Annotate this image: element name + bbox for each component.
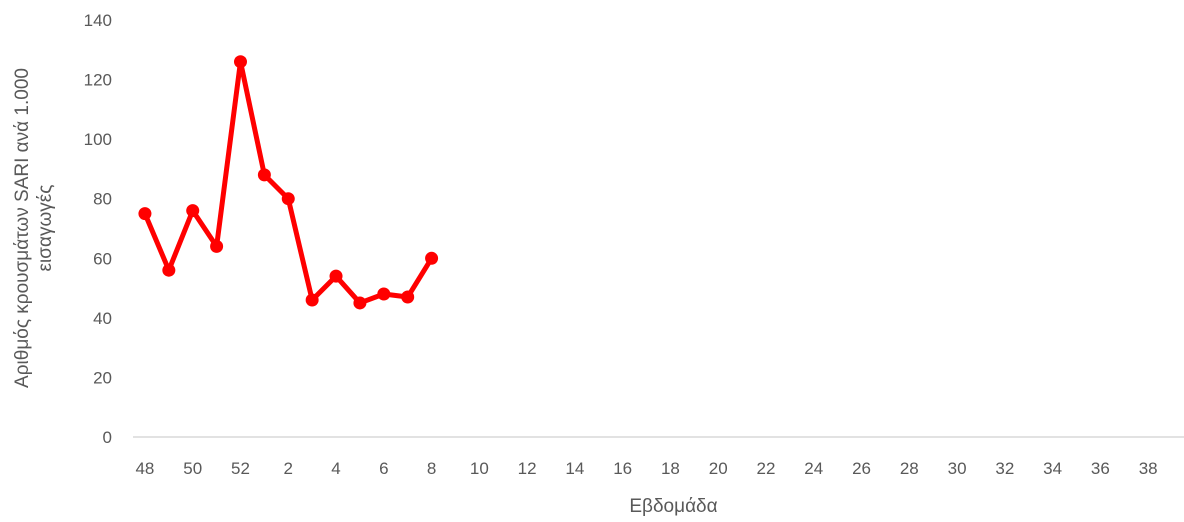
data-point xyxy=(353,296,367,310)
y-tick-label: 100 xyxy=(84,130,112,149)
y-axis-title: Αριθμός κρουσμάτων SARI ανά 1.000 εισαγωγ… xyxy=(12,68,56,388)
x-tick-label: 14 xyxy=(565,459,584,478)
data-point xyxy=(425,251,439,265)
x-tick-label: 34 xyxy=(1043,459,1062,478)
x-tick-label: 10 xyxy=(470,459,489,478)
y-tick-label: 0 xyxy=(103,428,112,447)
x-axis-ticks: 48 50 52 2 4 6 8 10 12 14 16 18 20 22 24 26 28 30 32 34 36 38 xyxy=(135,459,1157,478)
x-tick-label: 24 xyxy=(804,459,823,478)
x-tick-label: 38 xyxy=(1139,459,1158,478)
x-tick-label: 32 xyxy=(995,459,1014,478)
x-tick-label: 4 xyxy=(331,459,340,478)
data-point xyxy=(257,168,271,182)
x-tick-label: 12 xyxy=(518,459,537,478)
y-axis-title-line: Αριθμός κρουσμάτων SARI ανά 1.000 xyxy=(12,68,33,388)
y-tick-label: 80 xyxy=(93,190,112,209)
x-tick-label: 8 xyxy=(427,459,436,478)
data-point xyxy=(138,207,152,221)
y-tick-label: 60 xyxy=(93,249,112,268)
data-point xyxy=(233,55,247,69)
data-point xyxy=(377,287,391,301)
x-tick-label: 36 xyxy=(1091,459,1110,478)
x-tick-label: 22 xyxy=(757,459,776,478)
x-tick-label: 6 xyxy=(379,459,388,478)
x-tick-label: 50 xyxy=(183,459,202,478)
y-tick-label: 20 xyxy=(93,368,112,387)
y-tick-label: 140 xyxy=(84,11,112,30)
y-tick-label: 40 xyxy=(93,309,112,328)
x-tick-label: 16 xyxy=(613,459,632,478)
x-tick-label: 18 xyxy=(661,459,680,478)
y-axis-title-line: εισαγωγές xyxy=(35,185,56,272)
y-tick-label: 120 xyxy=(84,71,112,90)
x-tick-label: 52 xyxy=(231,459,250,478)
x-tick-label: 30 xyxy=(948,459,967,478)
data-point xyxy=(162,263,176,277)
data-point xyxy=(186,204,200,218)
x-tick-label: 48 xyxy=(135,459,154,478)
data-point xyxy=(401,290,415,304)
y-axis-ticks: 0 20 40 60 80 100 120 140 xyxy=(84,11,112,447)
x-tick-label: 20 xyxy=(709,459,728,478)
x-tick-label: 26 xyxy=(852,459,871,478)
x-tick-label: 28 xyxy=(900,459,919,478)
data-point xyxy=(281,192,295,206)
x-axis-title: Εβδομάδα xyxy=(629,496,717,517)
data-point xyxy=(329,269,343,283)
series-group xyxy=(138,55,439,310)
data-point xyxy=(305,293,319,307)
x-tick-label: 2 xyxy=(284,459,293,478)
data-point xyxy=(210,239,224,253)
series-line xyxy=(142,59,435,306)
